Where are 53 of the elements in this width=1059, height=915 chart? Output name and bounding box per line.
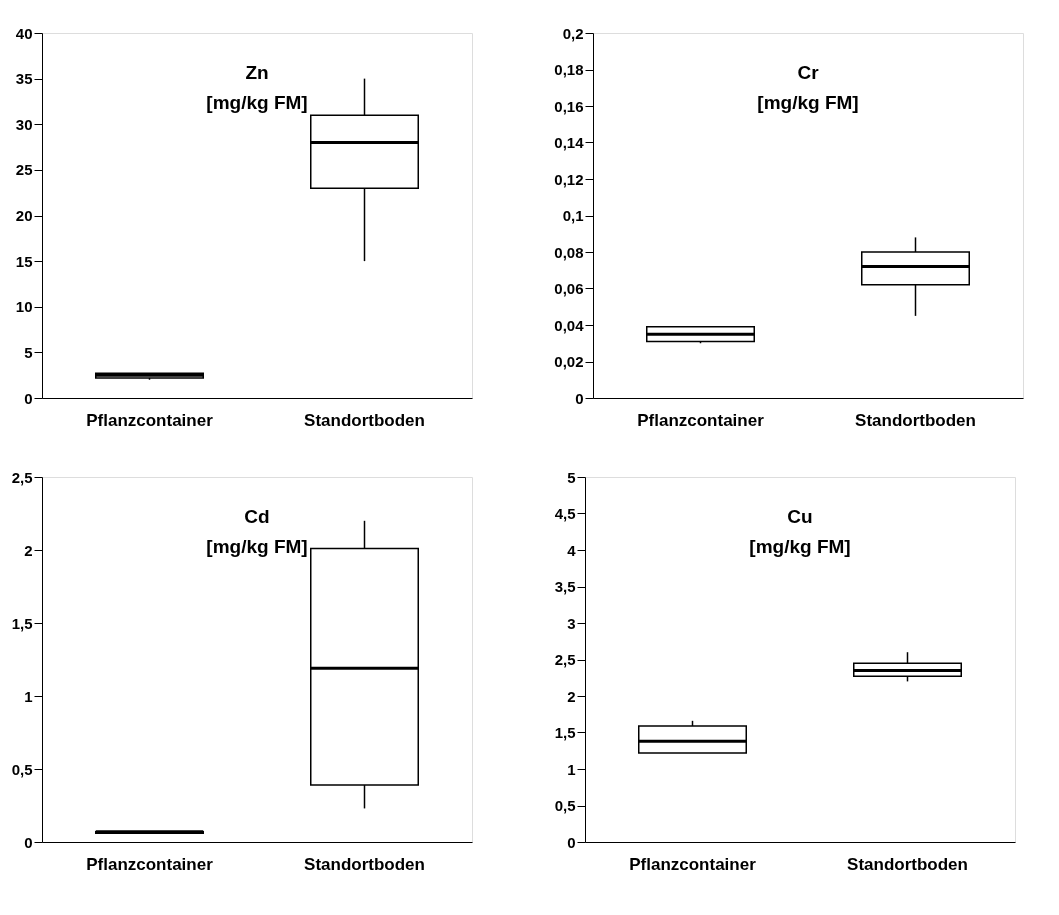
x-tick-label: Standortboden <box>304 410 425 430</box>
y-tick-label: 30 <box>15 115 33 133</box>
y-tick-label: 0,08 <box>554 243 584 261</box>
text: Cu <box>787 506 813 527</box>
y-tick-label: 0 <box>24 833 33 851</box>
y-tick-label: 0,02 <box>554 353 584 370</box>
text: [mg/kg FM] <box>749 536 851 557</box>
y-tick-label: 20 <box>15 207 33 224</box>
y-tick-label: 2,5 <box>11 468 33 486</box>
x-tick-label: Standortboden <box>855 410 976 430</box>
y-tick-label: 35 <box>15 70 33 88</box>
y-tick-label: 0,18 <box>554 61 584 78</box>
text: Cd <box>244 506 270 527</box>
y-tick-label: 0 <box>24 389 33 407</box>
text: Cr <box>797 62 820 83</box>
x-tick-label: Pflanzcontainer <box>86 854 214 874</box>
y-tick-label: 0 <box>575 389 584 407</box>
y-tick-label: 4 <box>567 541 577 559</box>
y-tick-label: 5 <box>567 468 576 486</box>
y-tick-label: 5 <box>24 343 33 361</box>
y-tick-label: 15 <box>15 252 33 270</box>
y-tick-label: 0,1 <box>562 207 584 224</box>
y-tick-label: 0,16 <box>554 97 584 115</box>
y-tick-label: 25 <box>15 161 33 179</box>
text: [mg/kg FM] <box>757 92 859 113</box>
y-tick-label: 0,14 <box>554 134 585 151</box>
text: [mg/kg FM] <box>206 536 308 557</box>
y-tick-label: 1,5 <box>11 614 33 632</box>
y-tick-label: 1,5 <box>554 724 576 741</box>
y-tick-label: 0,06 <box>554 280 584 297</box>
y-tick-label: 0,5 <box>554 797 576 814</box>
y-tick-label: 10 <box>15 298 33 316</box>
text: [mg/kg FM] <box>206 92 308 113</box>
y-tick-label: 3 <box>567 614 576 632</box>
y-tick-label: 40 <box>15 24 33 42</box>
y-tick-label: 2,5 <box>554 651 576 668</box>
y-tick-label: 0 <box>567 833 576 851</box>
y-tick-label: 2 <box>567 687 576 705</box>
y-tick-label: 0,2 <box>562 24 584 42</box>
y-tick-label: 1 <box>567 760 576 778</box>
x-tick-label: Pflanzcontainer <box>86 410 214 430</box>
y-tick-label: 2 <box>24 541 33 559</box>
y-tick-label: 4,5 <box>554 505 576 522</box>
y-tick-label: 0,12 <box>554 170 584 188</box>
x-tick-label: Standortboden <box>304 854 425 874</box>
y-tick-label: 1 <box>24 687 33 705</box>
y-tick-label: 3,5 <box>554 578 576 595</box>
x-tick-label: Pflanzcontainer <box>629 854 757 874</box>
x-tick-label: Pflanzcontainer <box>637 410 765 430</box>
y-tick-label: 0,04 <box>554 316 585 334</box>
text: Zn <box>245 62 269 83</box>
x-tick-label: Standortboden <box>847 854 968 874</box>
y-tick-label: 0,5 <box>11 760 33 778</box>
